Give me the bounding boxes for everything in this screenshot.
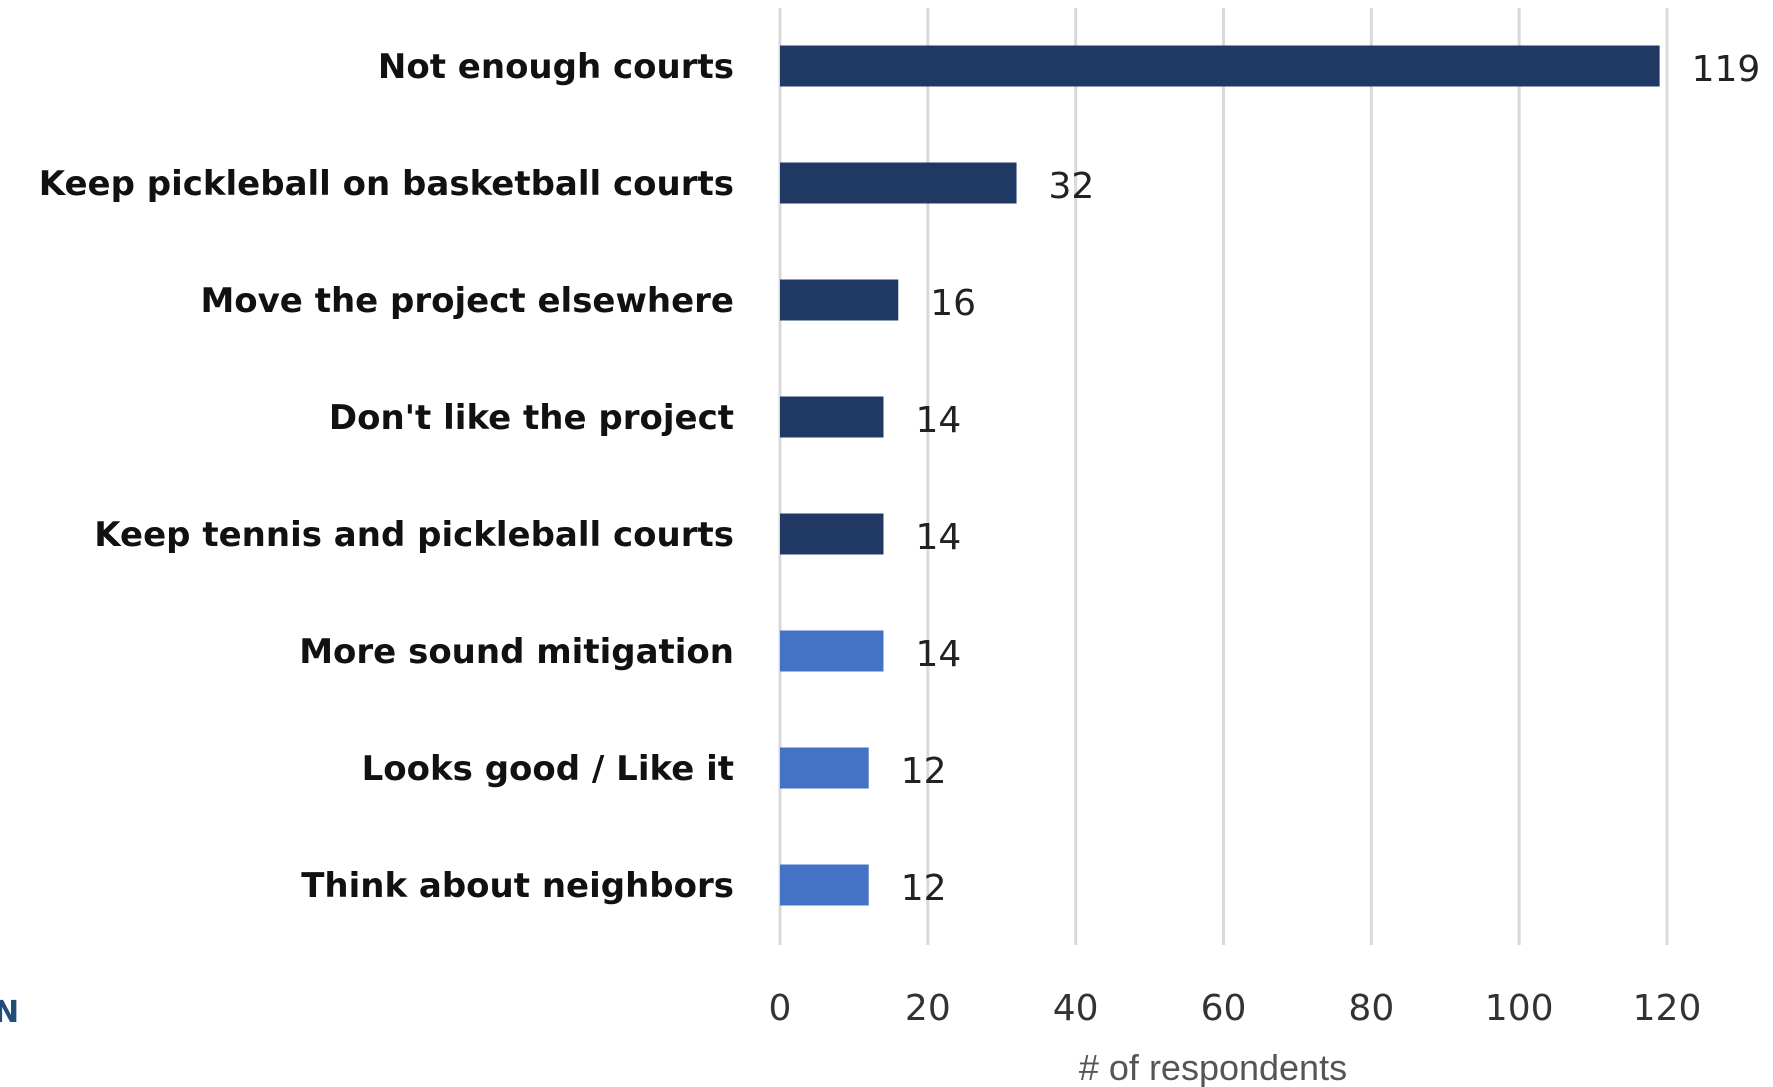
x-tick-label: 120 <box>1633 988 1702 1029</box>
bar <box>780 513 884 555</box>
x-tick-label: 60 <box>1201 988 1247 1029</box>
bar <box>780 747 869 789</box>
bar <box>780 162 1017 204</box>
x-axis-title: # of respondents <box>1079 1047 1347 1087</box>
data-label: 12 <box>901 751 947 792</box>
bar <box>780 279 899 321</box>
data-label: 14 <box>915 634 961 675</box>
category-labels: Not enough courts Keep pickleball on bask… <box>39 47 734 906</box>
x-tick-label: 20 <box>905 988 951 1029</box>
x-tick-label: 80 <box>1348 988 1394 1029</box>
category-label: More sound mitigation <box>299 632 734 672</box>
data-label: 32 <box>1049 166 1095 207</box>
bar <box>780 45 1660 87</box>
data-label: 119 <box>1692 49 1761 90</box>
data-label: 16 <box>930 283 976 324</box>
bar <box>780 396 884 438</box>
logo-text-fragment: N <box>0 995 19 1030</box>
bar <box>780 630 884 672</box>
data-label: 12 <box>901 868 947 909</box>
gridlines <box>778 8 1669 945</box>
value-labels: 119 32 16 14 14 14 12 12 <box>901 49 1761 909</box>
category-label: Move the project elsewhere <box>200 281 734 321</box>
category-label: Not enough courts <box>378 47 734 87</box>
bar <box>780 864 869 906</box>
category-label: Looks good / Like it <box>362 749 734 789</box>
bars <box>780 45 1660 906</box>
x-tick-labels: 0 20 40 60 80 100 120 <box>769 988 1702 1029</box>
data-label: 14 <box>915 400 961 441</box>
x-tick-label: 0 <box>769 988 792 1029</box>
category-label: Don't like the project <box>329 398 734 438</box>
category-label: Keep tennis and pickleball courts <box>94 515 734 555</box>
category-label: Keep pickleball on basketball courts <box>39 164 734 204</box>
category-label: Think about neighbors <box>301 866 734 906</box>
x-tick-label: 40 <box>1053 988 1099 1029</box>
x-tick-label: 100 <box>1485 988 1554 1029</box>
data-label: 14 <box>915 517 961 558</box>
